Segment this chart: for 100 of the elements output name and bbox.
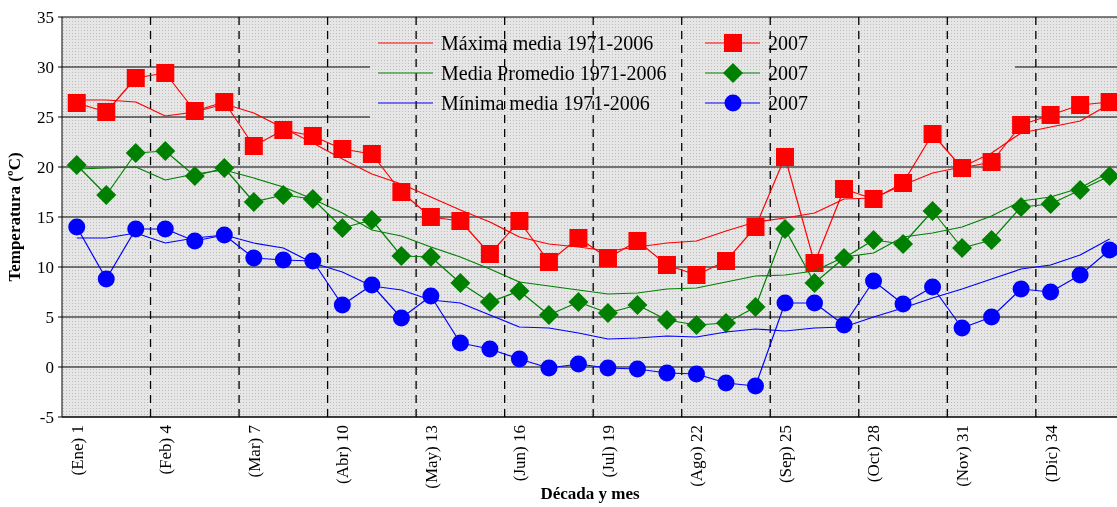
point xyxy=(568,292,589,312)
point xyxy=(981,230,1002,250)
point xyxy=(1040,194,1061,214)
point xyxy=(982,153,1001,171)
point xyxy=(332,218,353,238)
point xyxy=(776,148,795,166)
x-tick-label: (Feb) 4 xyxy=(156,424,176,475)
point xyxy=(68,218,86,236)
point xyxy=(303,127,322,145)
point xyxy=(361,210,382,230)
point xyxy=(214,158,235,178)
point xyxy=(510,212,529,230)
point xyxy=(627,295,648,315)
point xyxy=(1071,266,1089,284)
x-tick-label: (Ago) 22 xyxy=(687,425,707,487)
point xyxy=(97,103,116,121)
point xyxy=(451,334,469,352)
point xyxy=(952,238,973,258)
point xyxy=(1041,106,1060,124)
point xyxy=(747,377,764,395)
point xyxy=(717,374,735,392)
point xyxy=(333,296,351,314)
y-tick-label: 5 xyxy=(45,307,54,327)
point xyxy=(776,294,794,312)
x-tick-label: (Dic) 34 xyxy=(1041,424,1061,483)
point xyxy=(156,220,174,238)
point xyxy=(363,276,381,294)
x-tick-label: (Jun) 16 xyxy=(510,425,530,482)
point xyxy=(597,303,618,323)
point xyxy=(333,140,352,158)
point xyxy=(628,232,647,250)
point xyxy=(539,253,558,271)
point xyxy=(186,232,204,250)
point xyxy=(362,145,381,163)
point xyxy=(156,64,175,82)
point xyxy=(746,218,765,236)
legend-label: 2007 xyxy=(768,32,808,54)
x-tick-label: (Mar) 7 xyxy=(244,424,264,478)
point xyxy=(863,230,884,250)
x-axis-title: Década y mes xyxy=(540,484,640,503)
x-tick-label: (Oct) 28 xyxy=(864,425,884,483)
point xyxy=(155,141,176,161)
point xyxy=(243,192,264,212)
x-tick-label: (May) 13 xyxy=(421,425,441,489)
legend-label: Mínima media 1971-2006 xyxy=(441,92,650,114)
point xyxy=(599,359,617,377)
point xyxy=(569,355,587,373)
point xyxy=(922,201,943,221)
point xyxy=(125,143,146,163)
y-tick-label: 35 xyxy=(37,7,54,27)
y-tick-label: 20 xyxy=(37,157,54,177)
point xyxy=(1101,241,1117,259)
point xyxy=(274,251,292,269)
point xyxy=(924,278,942,296)
point xyxy=(1070,180,1091,200)
point xyxy=(658,364,676,382)
point xyxy=(422,287,440,305)
point xyxy=(865,272,883,290)
point xyxy=(304,252,322,270)
point xyxy=(391,246,412,266)
point xyxy=(1012,280,1030,298)
point xyxy=(1012,116,1031,134)
point xyxy=(923,125,942,143)
point xyxy=(715,313,736,333)
x-tick-label: (Sep) 25 xyxy=(775,425,795,484)
point xyxy=(1100,93,1117,111)
legend-label: Media Promedio 1971-2006 xyxy=(441,62,667,84)
point xyxy=(538,305,559,325)
point xyxy=(628,360,646,378)
point xyxy=(805,254,824,272)
point xyxy=(215,226,233,244)
point xyxy=(421,208,440,226)
point xyxy=(1042,283,1060,301)
point xyxy=(686,315,707,335)
point xyxy=(569,229,588,247)
point xyxy=(126,69,145,87)
point xyxy=(835,316,853,334)
point xyxy=(302,189,323,209)
point xyxy=(479,292,500,312)
point xyxy=(687,365,705,383)
legend-label: 2007 xyxy=(768,62,808,84)
y-tick-label: 10 xyxy=(37,257,54,277)
point xyxy=(804,273,825,293)
point xyxy=(1011,197,1032,217)
point xyxy=(67,94,86,112)
point xyxy=(451,212,470,230)
point xyxy=(953,319,971,337)
point xyxy=(215,93,234,111)
point xyxy=(894,295,912,313)
point xyxy=(392,183,411,201)
y-tick-label: 15 xyxy=(37,207,54,227)
point xyxy=(1071,96,1090,114)
point xyxy=(245,249,263,267)
point xyxy=(806,294,824,312)
point xyxy=(864,190,883,208)
point xyxy=(97,270,115,288)
point xyxy=(185,102,204,120)
point xyxy=(657,256,676,274)
y-axis-title: Temperatura (ºC) xyxy=(5,152,24,282)
point xyxy=(392,309,410,327)
